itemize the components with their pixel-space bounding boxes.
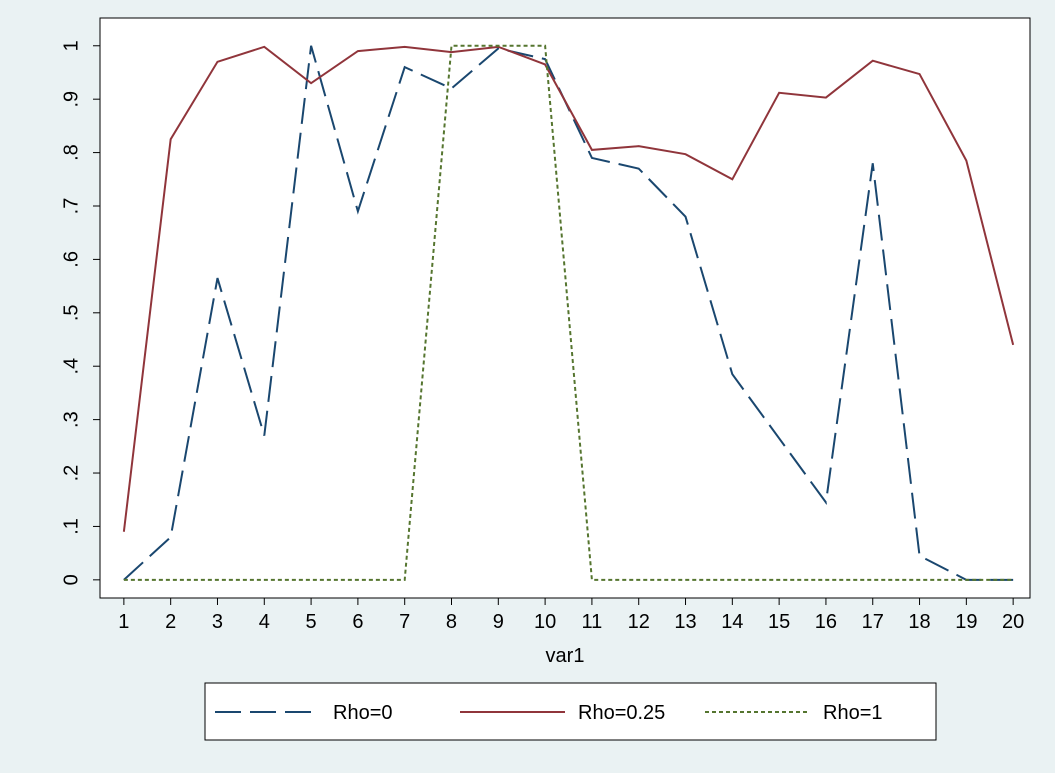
series-line [123,44,1014,581]
x-tick-label: 8 [446,611,457,633]
x-axis-title: var1 [546,645,585,667]
y-tick-label: .1 [60,518,82,535]
legend-label: Rho=1 [823,702,883,724]
y-tick-label: .3 [60,411,82,428]
x-tick-label: 7 [399,611,410,633]
series-line [122,45,1015,532]
legend-label: Rho=0 [333,702,393,724]
x-tick-label: 6 [352,611,363,633]
legend [204,682,937,741]
x-tick-label: 17 [862,611,884,633]
x-tick-label: 3 [212,611,223,633]
x-tick-label: 2 [165,611,176,633]
y-tick-label: .7 [60,198,82,215]
y-tick-label: .2 [60,465,82,482]
y-tick-label: 1 [60,40,82,51]
x-tick-label: 13 [674,611,696,633]
x-tick-label: 10 [534,611,556,633]
legend-label: Rho=0.25 [578,702,665,724]
y-tick-label: .6 [60,251,82,268]
x-tick-label: 14 [721,611,743,633]
y-tick-label: 0 [60,574,82,585]
x-tick-label: 11 [582,611,603,633]
x-tick-label: 1 [118,611,129,633]
x-tick-label: 12 [628,611,650,633]
plot-area [99,17,1031,599]
y-tick-label: .9 [60,91,82,108]
x-tick-label: 9 [493,611,504,633]
x-tick-label: 15 [768,611,790,633]
x-tick-label: 5 [306,611,317,633]
y-tick-label: .8 [60,144,82,161]
x-tick-label: 20 [1002,611,1024,633]
y-tick-label: .5 [60,304,82,321]
x-tick-label: 19 [955,611,977,633]
x-tick-label: 4 [259,611,270,633]
y-tick-label: .4 [60,358,82,375]
x-tick-label: 16 [815,611,837,633]
x-tick-label: 18 [908,611,930,633]
